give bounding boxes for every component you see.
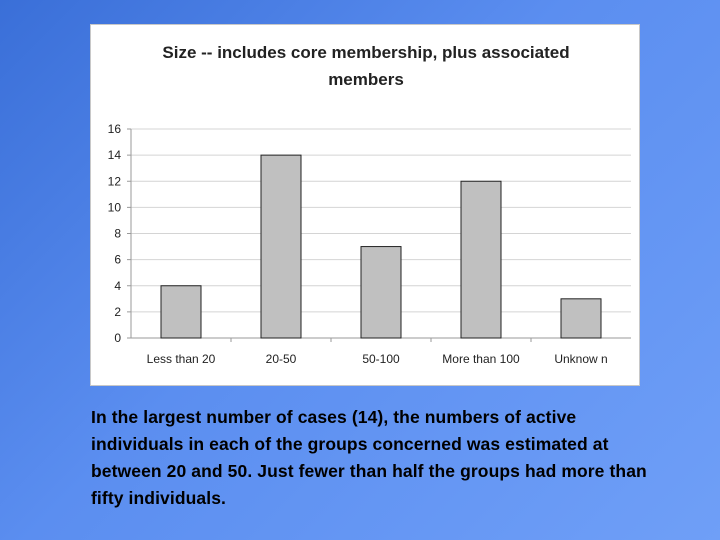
x-tick-label: 20-50 [266, 352, 297, 366]
y-tick-label: 8 [114, 227, 121, 241]
bar-more-than-100 [460, 180, 502, 339]
chart-title: Size -- includes core membership, plus a… [162, 43, 570, 89]
y-tick-label: 12 [108, 174, 122, 188]
y-tick-label: 14 [108, 148, 122, 162]
y-tick-label: 16 [108, 122, 122, 136]
bar-chart: 0 2 4 6 8 10 12 14 16 Less than 20 20-50 50-100 More… [108, 122, 631, 366]
bar-unknow-n [560, 298, 602, 339]
bar-20-50 [260, 154, 302, 339]
x-tick-label: Unknow n [554, 352, 607, 366]
y-tick-label: 0 [114, 331, 121, 345]
x-tick-label: 50-100 [362, 352, 400, 366]
y-tick-label: 10 [108, 200, 122, 214]
bar-less-than-20 [160, 285, 202, 339]
x-tick-label: More than 100 [442, 352, 520, 366]
chart-card: Size -- includes core membership, plus a… [90, 24, 640, 386]
x-tick-label: Less than 20 [147, 352, 216, 366]
y-tick-label: 2 [114, 305, 121, 319]
caption-text: In the largest number of cases (14), the… [91, 407, 647, 508]
y-tick-label: 4 [114, 279, 121, 293]
y-tick-label: 6 [114, 253, 121, 267]
bar-50-100 [360, 246, 402, 339]
